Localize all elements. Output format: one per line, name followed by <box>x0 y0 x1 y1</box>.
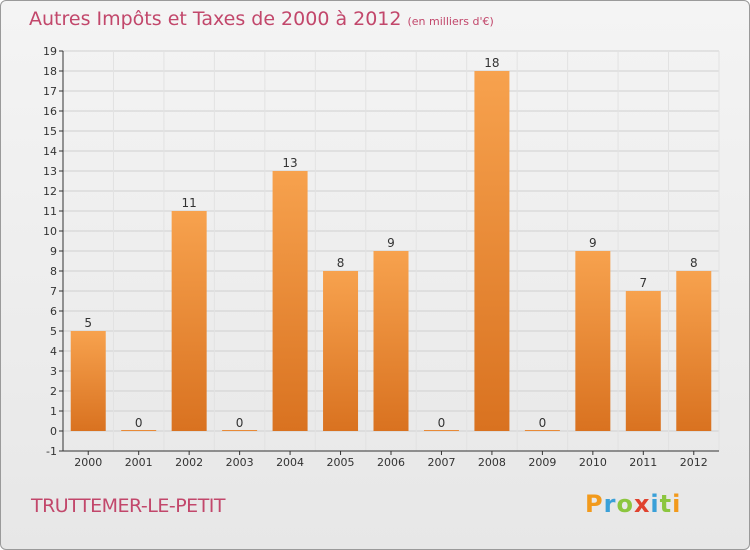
y-tick-label: 6 <box>50 305 57 318</box>
y-tick-label: 17 <box>43 85 57 98</box>
bar-2001 <box>121 430 157 431</box>
x-tick-label: 2000 <box>74 456 102 469</box>
bar-2006 <box>373 251 409 431</box>
bar-2000 <box>70 331 106 431</box>
bar-2008 <box>474 71 510 431</box>
x-tick-label: 2007 <box>427 456 455 469</box>
y-tick-label: 7 <box>50 285 57 298</box>
data-label-2002: 11 <box>182 196 197 210</box>
bar-2004 <box>272 171 308 431</box>
data-label-2007: 0 <box>438 416 446 430</box>
y-tick-label: 14 <box>43 145 57 158</box>
y-tick-label: 10 <box>43 225 57 238</box>
y-tick-label: -1 <box>46 445 57 458</box>
data-label-2010: 9 <box>589 236 597 250</box>
data-label-2009: 0 <box>539 416 547 430</box>
x-tick-label: 2005 <box>327 456 355 469</box>
data-label-2006: 9 <box>387 236 395 250</box>
y-tick-label: 1 <box>50 405 57 418</box>
chart-title-block: Autres Impôts et Taxes de 2000 à 2012 (en… <box>29 8 494 30</box>
x-tick-label: 2002 <box>175 456 203 469</box>
bar-2009 <box>524 430 560 431</box>
y-tick-label: 0 <box>50 425 57 438</box>
proxiti-logo: Proxiti <box>585 490 682 518</box>
x-tick-label: 2006 <box>377 456 405 469</box>
y-tick-label: 3 <box>50 365 57 378</box>
data-label-2008: 18 <box>484 56 499 70</box>
data-label-2001: 0 <box>135 416 143 430</box>
y-tick-label: 11 <box>43 205 57 218</box>
y-tick-label: 18 <box>43 65 57 78</box>
data-labels: 5 0 11 0 13 8 9 0 18 0 9 7 8 <box>84 56 697 430</box>
data-label-2011: 7 <box>639 276 647 290</box>
x-tick-label: 2012 <box>680 456 708 469</box>
bars <box>70 71 712 431</box>
y-tick-label: 8 <box>50 265 57 278</box>
y-tick-label: 4 <box>50 345 57 358</box>
data-label-2004: 13 <box>282 156 297 170</box>
chart-unit: (en milliers d'€) <box>407 15 494 28</box>
bar-2005 <box>323 271 359 431</box>
data-label-2005: 8 <box>337 256 345 270</box>
x-tick-label: 2011 <box>629 456 657 469</box>
chart-title: Autres Impôts et Taxes de 2000 à 2012 <box>29 8 402 30</box>
y-tick-label: 13 <box>43 165 57 178</box>
x-tick-label: 2009 <box>528 456 556 469</box>
x-tick-label: 2001 <box>125 456 153 469</box>
x-tick-label: 2004 <box>276 456 304 469</box>
x-tick-label: 2008 <box>478 456 506 469</box>
bar-2003 <box>222 430 258 431</box>
y-tick-label: 19 <box>43 45 57 58</box>
bar-2010 <box>575 251 611 431</box>
data-label-2012: 8 <box>690 256 698 270</box>
y-tick-label: 9 <box>50 245 57 258</box>
data-label-2003: 0 <box>236 416 244 430</box>
y-tick-label: 16 <box>43 105 57 118</box>
y-tick-label: 5 <box>50 325 57 338</box>
y-tick-label: 2 <box>50 385 57 398</box>
town-name: TRUTTEMER-LE-PETIT <box>31 495 226 517</box>
data-label-2000: 5 <box>84 316 92 330</box>
bar-2011 <box>625 291 661 431</box>
y-tick-label: 12 <box>43 185 57 198</box>
x-tick-label: 2003 <box>226 456 254 469</box>
y-tick-label: 15 <box>43 125 57 138</box>
x-tick-label: 2010 <box>579 456 607 469</box>
bar-2002 <box>171 211 207 431</box>
bar-2012 <box>676 271 712 431</box>
bar-2007 <box>423 430 459 431</box>
